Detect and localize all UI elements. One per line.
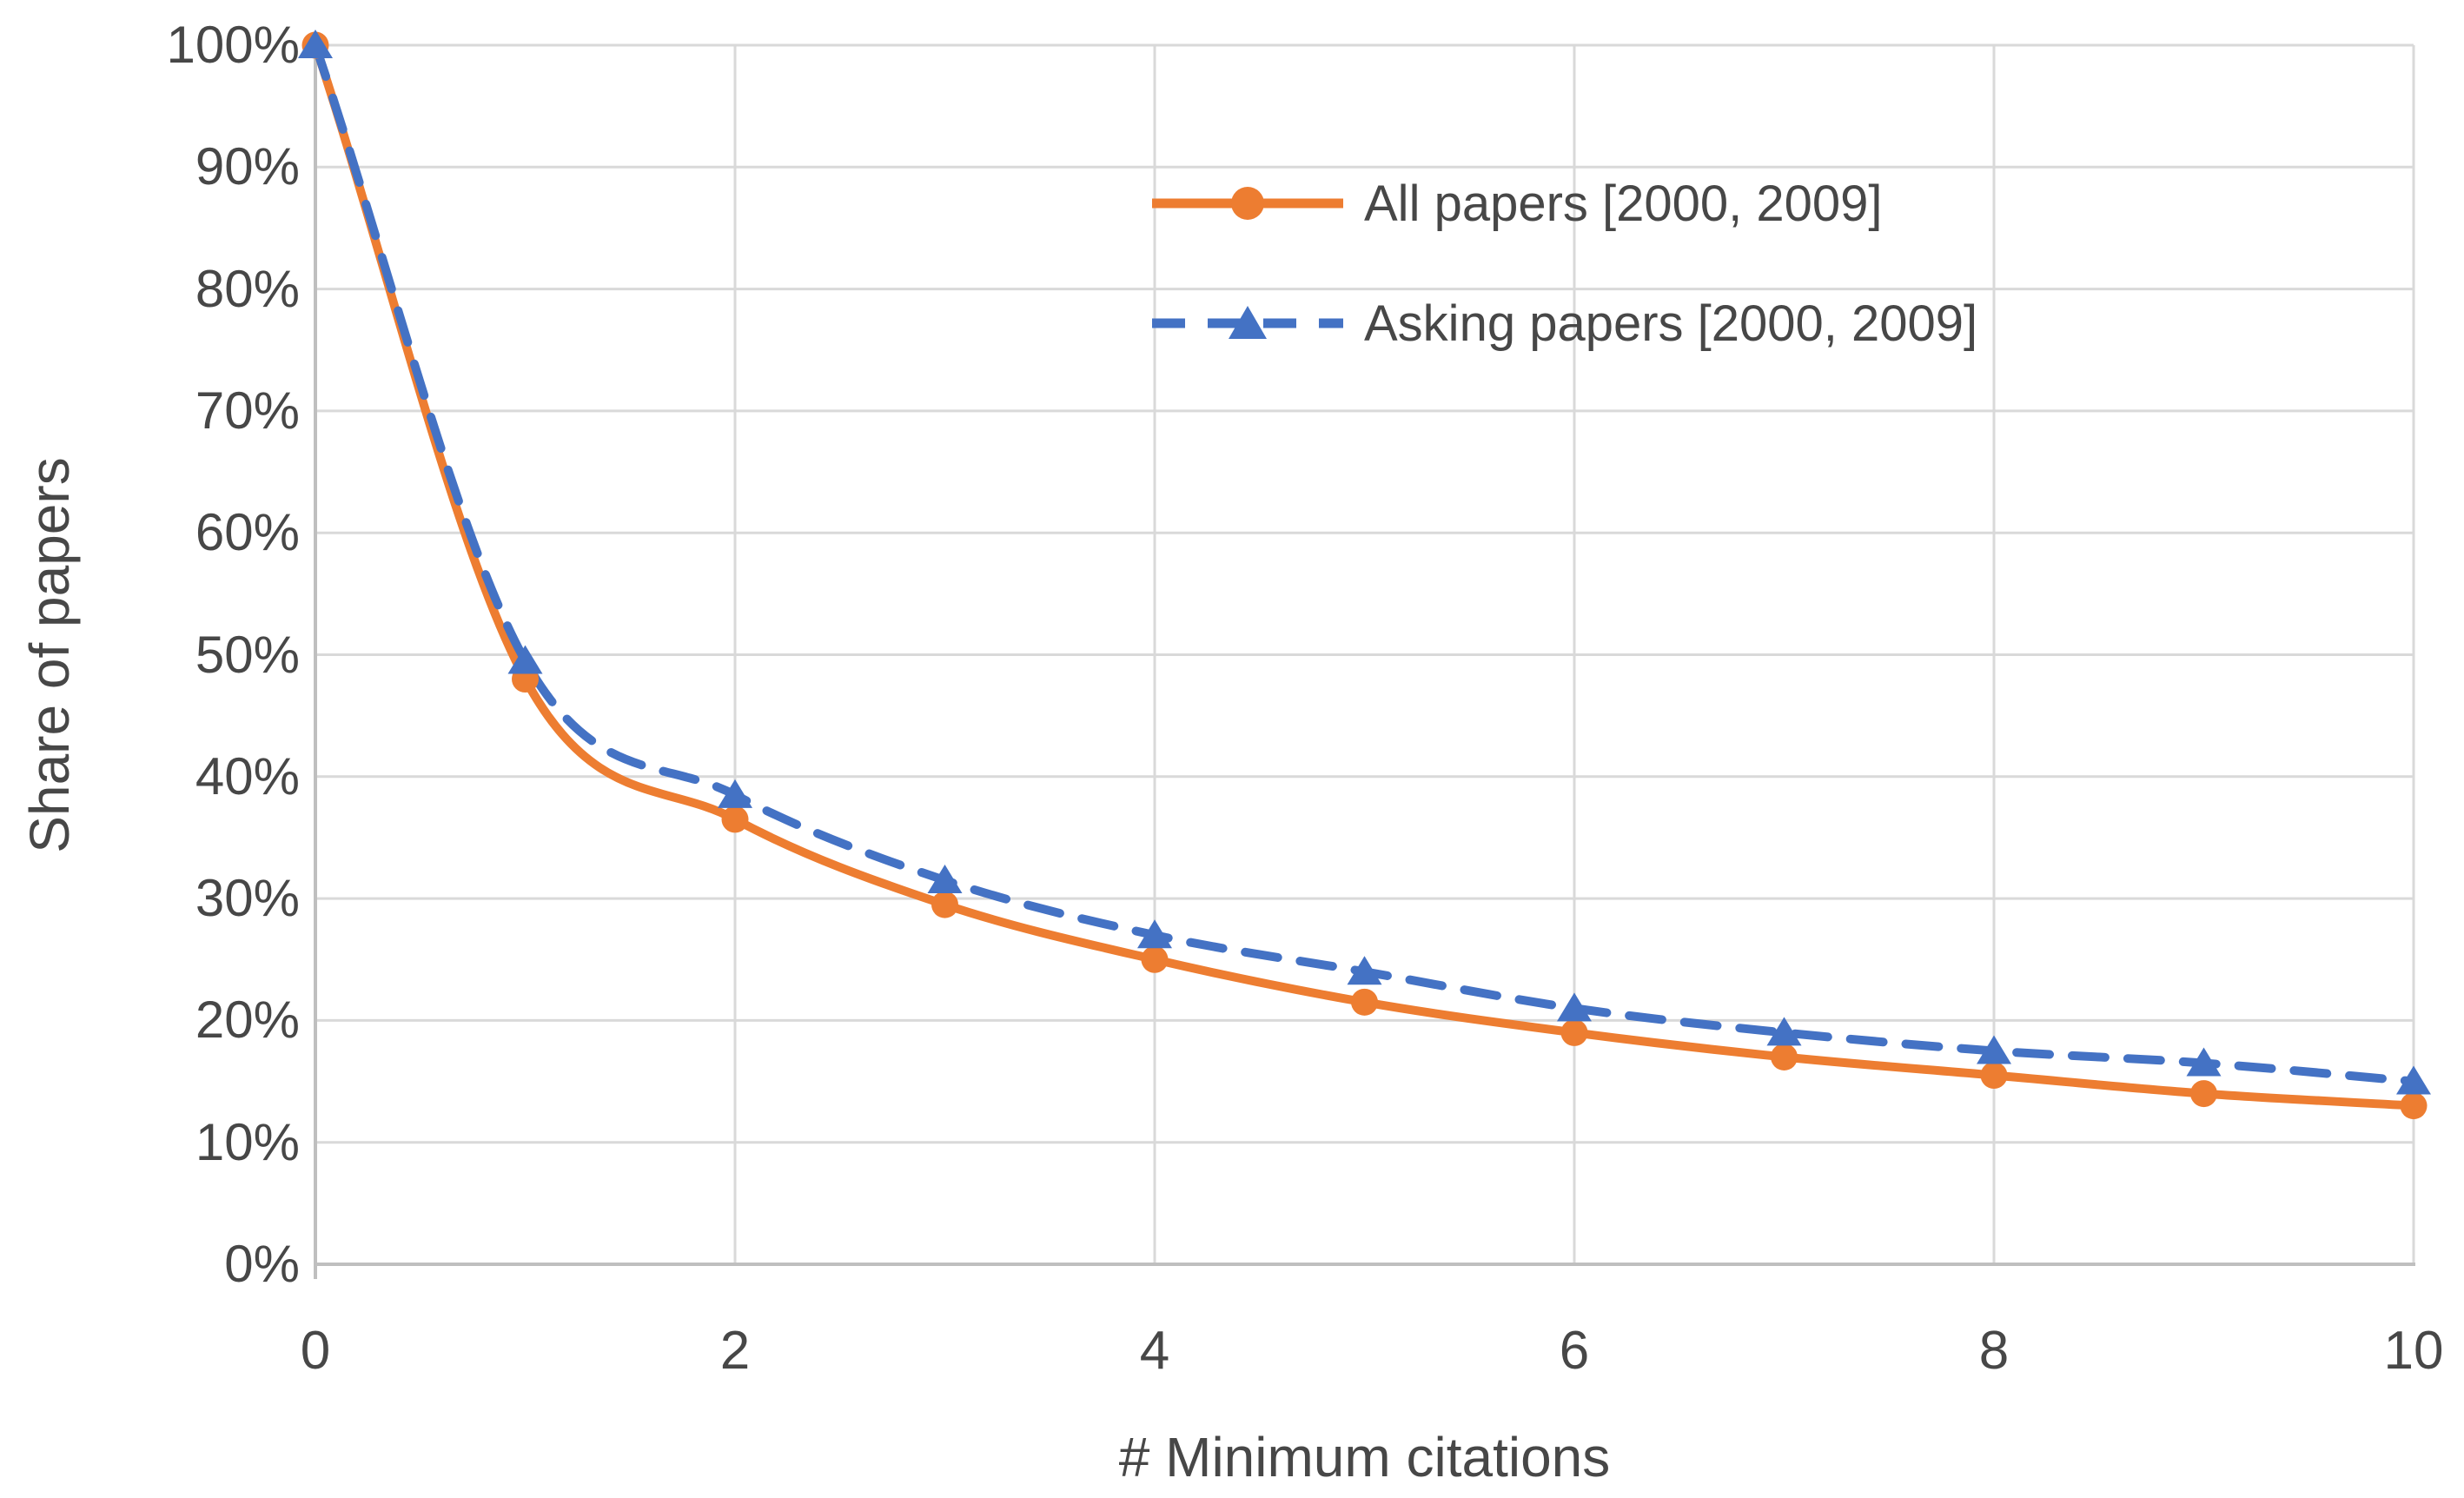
x-tick-label: 6 — [1559, 1321, 1590, 1381]
series-line-0 — [311, 41, 2418, 1110]
x-tick-label: 10 — [2383, 1321, 2444, 1381]
data-point-circle — [721, 805, 749, 833]
data-point-circle — [1560, 1018, 1588, 1046]
data-point-triangle — [1977, 1035, 2011, 1064]
y-tick-label: 100% — [166, 16, 300, 74]
legend-item-asking-papers: Asking papers [2000, 2009] — [1152, 288, 1977, 359]
y-tick-label: 70% — [195, 381, 300, 440]
legend-sample-solid-circle-icon — [1152, 187, 1343, 220]
x-tick-label: 4 — [1139, 1321, 1170, 1381]
data-point-circle — [1980, 1062, 2008, 1090]
y-tick-label: 60% — [195, 503, 300, 562]
y-tick-label: 0% — [224, 1235, 300, 1293]
data-point-triangle — [1766, 1017, 1802, 1046]
y-tick-label: 80% — [195, 259, 300, 318]
data-point-circle — [931, 891, 958, 918]
y-tick-label: 30% — [195, 869, 300, 928]
data-point-triangle — [2186, 1047, 2222, 1077]
data-point-circle — [2190, 1080, 2217, 1108]
x-tick-label: 8 — [1978, 1321, 2010, 1381]
legend-label-asking-papers: Asking papers [2000, 2009] — [1364, 295, 1978, 352]
data-point-triangle — [2396, 1065, 2431, 1095]
legend-label-all-papers: All papers [2000, 2009] — [1364, 175, 1883, 232]
y-axis-title: Share of papers — [18, 457, 81, 853]
data-point-circle — [2400, 1092, 2428, 1120]
data-point-triangle — [507, 645, 543, 674]
data-point-circle — [1351, 988, 1378, 1016]
data-point-triangle — [1137, 919, 1172, 949]
y-tick-label: 90% — [195, 137, 300, 196]
data-point-circle — [1141, 945, 1169, 973]
data-point-triangle — [1557, 992, 1592, 1022]
series-line-1 — [311, 41, 2418, 1086]
y-tick-label: 40% — [195, 746, 300, 805]
data-point-triangle — [927, 865, 963, 894]
data-point-triangle — [1347, 956, 1382, 985]
y-tick-label: 20% — [195, 991, 300, 1050]
legend-sample-dashed-triangle-icon — [1152, 306, 1343, 339]
data-point-triangle — [718, 779, 752, 808]
x-tick-label: 2 — [719, 1321, 751, 1381]
x-tick-label: 0 — [300, 1321, 331, 1381]
y-tick-label: 10% — [195, 1112, 300, 1171]
y-tick-label: 50% — [195, 625, 300, 684]
data-point-triangle — [298, 30, 333, 58]
legend: All papers [2000, 2009] Asking papers [2… — [1152, 168, 1977, 359]
data-point-circle — [1771, 1043, 1798, 1070]
x-axis-title: # Minimum citations — [1118, 1426, 1611, 1488]
legend-item-all-papers: All papers [2000, 2009] — [1152, 168, 1977, 239]
